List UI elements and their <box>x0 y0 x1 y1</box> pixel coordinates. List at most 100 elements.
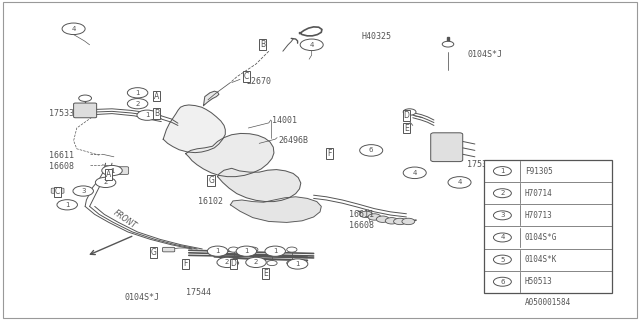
Text: 1: 1 <box>500 168 505 174</box>
Text: B: B <box>154 109 159 118</box>
Text: 4: 4 <box>72 26 76 32</box>
Polygon shape <box>218 168 301 202</box>
FancyBboxPatch shape <box>74 103 97 118</box>
Circle shape <box>287 247 297 252</box>
Text: 1: 1 <box>65 202 70 208</box>
Text: A: A <box>154 92 159 100</box>
Polygon shape <box>230 197 321 222</box>
Text: G: G <box>208 176 214 185</box>
Text: C: C <box>244 72 249 81</box>
Circle shape <box>207 246 228 256</box>
Text: FRONT: FRONT <box>111 208 138 230</box>
Circle shape <box>360 211 372 218</box>
Text: 2: 2 <box>136 101 140 107</box>
Circle shape <box>402 218 415 225</box>
Text: 16102: 16102 <box>198 197 223 206</box>
Text: 16611: 16611 <box>349 210 374 219</box>
Circle shape <box>493 255 511 264</box>
Text: 1: 1 <box>109 168 115 173</box>
Circle shape <box>368 214 381 220</box>
Circle shape <box>267 247 277 252</box>
Polygon shape <box>186 133 274 177</box>
Circle shape <box>493 233 511 242</box>
FancyBboxPatch shape <box>431 133 463 162</box>
Circle shape <box>246 257 266 268</box>
Circle shape <box>287 259 308 269</box>
Text: 17544: 17544 <box>186 288 211 297</box>
Circle shape <box>442 41 454 47</box>
Circle shape <box>127 88 148 98</box>
Bar <box>447 37 449 45</box>
Circle shape <box>79 95 92 101</box>
Text: 17533: 17533 <box>49 109 74 118</box>
Text: H50513: H50513 <box>525 277 552 286</box>
Text: 2: 2 <box>254 260 258 265</box>
Polygon shape <box>163 105 225 153</box>
Text: 1: 1 <box>295 261 300 267</box>
Circle shape <box>300 39 323 51</box>
Circle shape <box>95 177 116 188</box>
Text: 0104S*J: 0104S*J <box>125 293 160 302</box>
Text: 2: 2 <box>500 190 504 196</box>
Text: 5: 5 <box>500 257 504 263</box>
Circle shape <box>403 109 416 115</box>
Circle shape <box>57 200 77 210</box>
Text: 2: 2 <box>225 260 229 265</box>
Text: F: F <box>328 149 332 158</box>
Circle shape <box>493 277 511 286</box>
Text: 4: 4 <box>500 235 504 240</box>
Text: H40325: H40325 <box>362 32 392 41</box>
Text: 17535: 17535 <box>467 160 492 169</box>
Circle shape <box>376 216 389 222</box>
Circle shape <box>493 211 511 220</box>
Text: 16611: 16611 <box>49 151 74 160</box>
Text: G: G <box>150 248 157 257</box>
Circle shape <box>217 257 237 268</box>
Circle shape <box>62 23 85 35</box>
Text: 16608: 16608 <box>49 162 74 171</box>
Circle shape <box>265 246 285 256</box>
Circle shape <box>248 260 258 266</box>
Circle shape <box>73 186 93 196</box>
Text: B: B <box>260 40 265 49</box>
Text: 0104S*J: 0104S*J <box>467 50 502 59</box>
Circle shape <box>236 246 257 256</box>
Text: 1: 1 <box>273 248 278 254</box>
Text: 26496B: 26496B <box>278 136 308 145</box>
Text: 22670: 22670 <box>246 77 271 86</box>
Text: 1: 1 <box>215 248 220 254</box>
Text: A: A <box>106 170 111 179</box>
Circle shape <box>137 110 157 120</box>
Text: H70713: H70713 <box>525 211 552 220</box>
Text: 3: 3 <box>500 212 505 218</box>
Text: 16608: 16608 <box>349 221 374 230</box>
Circle shape <box>385 218 398 224</box>
Circle shape <box>493 167 511 176</box>
FancyBboxPatch shape <box>112 167 129 174</box>
Text: F91305: F91305 <box>525 167 552 176</box>
Circle shape <box>228 260 239 266</box>
Polygon shape <box>204 91 219 106</box>
Circle shape <box>493 189 511 198</box>
Text: 4: 4 <box>413 170 417 176</box>
Text: 6: 6 <box>500 279 505 285</box>
Text: 0104S*K: 0104S*K <box>525 255 557 264</box>
Circle shape <box>102 165 122 176</box>
Circle shape <box>360 145 383 156</box>
Circle shape <box>287 260 297 266</box>
Text: H70714: H70714 <box>525 189 552 198</box>
Text: A050001584: A050001584 <box>525 298 572 307</box>
Text: 4: 4 <box>458 180 461 185</box>
Text: 1: 1 <box>145 112 150 118</box>
Bar <box>484 160 612 293</box>
Text: 6: 6 <box>369 148 374 153</box>
Circle shape <box>248 247 258 252</box>
Text: F: F <box>184 260 188 268</box>
FancyBboxPatch shape <box>51 188 64 193</box>
Circle shape <box>127 99 148 109</box>
Text: 3: 3 <box>81 188 86 194</box>
Circle shape <box>448 177 471 188</box>
Text: E: E <box>263 269 268 278</box>
Text: D: D <box>230 260 237 268</box>
Circle shape <box>403 167 426 179</box>
